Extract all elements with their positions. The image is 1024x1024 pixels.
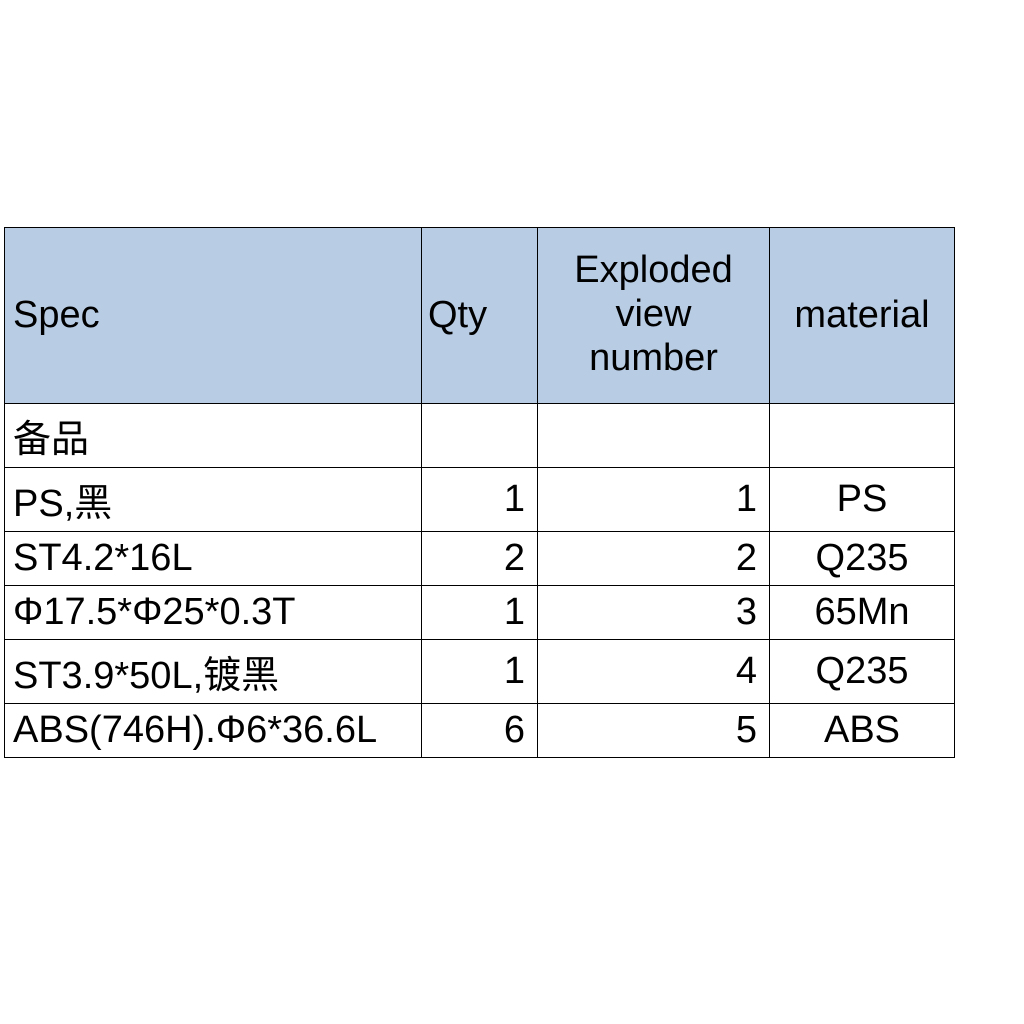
- cell-qty: 1: [422, 585, 538, 639]
- cell-spec: PS,黑: [5, 467, 422, 531]
- cell-exploded: 2: [538, 531, 770, 585]
- column-header-qty: Qty: [422, 227, 538, 403]
- parts-table: Spec Qty Exploded view number material 备…: [4, 227, 955, 758]
- cell-material: [770, 403, 955, 467]
- cell-spec: 备品: [5, 403, 422, 467]
- table-row: ST3.9*50L,镀黑 1 4 Q235: [5, 639, 955, 703]
- cell-exploded: 5: [538, 703, 770, 757]
- cell-qty: 6: [422, 703, 538, 757]
- table-body: 备品 PS,黑 1 1 PS ST4.2*16L 2 2 Q235 Φ17.5*…: [5, 403, 955, 757]
- cell-spec: ABS(746H).Φ6*36.6L: [5, 703, 422, 757]
- column-header-exploded: Exploded view number: [538, 227, 770, 403]
- cell-spec: Φ17.5*Φ25*0.3T: [5, 585, 422, 639]
- cell-spec: ST3.9*50L,镀黑: [5, 639, 422, 703]
- parts-table-container: Spec Qty Exploded view number material 备…: [4, 227, 955, 758]
- table-row: Φ17.5*Φ25*0.3T 1 3 65Mn: [5, 585, 955, 639]
- cell-material: Q235: [770, 531, 955, 585]
- cell-spec: ST4.2*16L: [5, 531, 422, 585]
- cell-exploded: 4: [538, 639, 770, 703]
- cell-material: 65Mn: [770, 585, 955, 639]
- cell-qty: [422, 403, 538, 467]
- column-header-spec: Spec: [5, 227, 422, 403]
- cell-qty: 1: [422, 639, 538, 703]
- cell-exploded: 3: [538, 585, 770, 639]
- table-row: PS,黑 1 1 PS: [5, 467, 955, 531]
- table-row: ST4.2*16L 2 2 Q235: [5, 531, 955, 585]
- cell-material: PS: [770, 467, 955, 531]
- table-row: 备品: [5, 403, 955, 467]
- cell-qty: 1: [422, 467, 538, 531]
- cell-material: Q235: [770, 639, 955, 703]
- column-header-material: material: [770, 227, 955, 403]
- table-header-row: Spec Qty Exploded view number material: [5, 227, 955, 403]
- cell-material: ABS: [770, 703, 955, 757]
- cell-qty: 2: [422, 531, 538, 585]
- cell-exploded: [538, 403, 770, 467]
- cell-exploded: 1: [538, 467, 770, 531]
- table-row: ABS(746H).Φ6*36.6L 6 5 ABS: [5, 703, 955, 757]
